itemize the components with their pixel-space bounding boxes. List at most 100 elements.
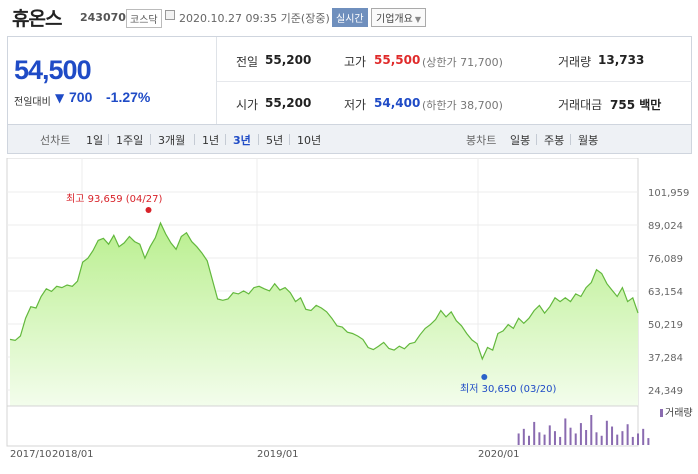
divider (258, 134, 259, 145)
line-chart-title: 선차트 (40, 134, 71, 147)
lower-limit: (하한가 38,700) (422, 99, 503, 112)
tab-monthly[interactable]: 월봉 (578, 134, 599, 147)
price-chart-svg: 101,959 89,024 76,089 63,154 50,219 37,284 24,… (6, 158, 693, 460)
tab-3m[interactable]: 3개월 (158, 134, 186, 147)
divider (194, 134, 195, 145)
high-value: 55,500 (374, 53, 421, 67)
volume-bar (637, 433, 639, 445)
y-tick-label: 101,959 (648, 188, 689, 199)
prev-close-label: 전일 (236, 55, 259, 69)
tab-1y[interactable]: 1년 (202, 134, 220, 147)
y-tick-label: 76,089 (648, 254, 683, 265)
divider (289, 134, 290, 145)
high-label: 고가 (344, 55, 367, 69)
y-tick-label: 63,154 (648, 287, 683, 298)
y-tick-label: 37,284 (648, 353, 683, 364)
summary-divider (217, 81, 692, 82)
max-marker (145, 207, 152, 213)
change-label: 전일대비 (14, 97, 51, 108)
volume-bar (590, 415, 593, 445)
change-percent: -1.27% (106, 89, 151, 105)
current-price: 54,500 (14, 55, 92, 85)
volume-bar (579, 423, 582, 445)
tab-1w[interactable]: 1주일 (116, 134, 144, 147)
stock-header: 휴온스 243070 코스닥 2020.10.27 09:35 기준(장중) 실… (0, 0, 698, 36)
tab-3y[interactable]: 3년 (233, 134, 251, 147)
volume-bar (626, 424, 629, 445)
amount-label: 거래대금 (558, 98, 603, 112)
down-arrow-icon: ▼ (55, 91, 65, 105)
upper-limit: (상한가 71,700) (422, 56, 503, 69)
divider (225, 134, 226, 145)
price-area (10, 223, 638, 406)
stock-code: 243070 (80, 11, 126, 24)
volume-bar (647, 438, 650, 445)
volume-legend-swatch (660, 409, 663, 417)
timestamp: 2020.10.27 09:35 기준(장중) (179, 12, 330, 25)
tab-10y[interactable]: 10년 (297, 134, 322, 147)
volume-bar (564, 418, 567, 445)
x-tick-label: 2019/01 (257, 449, 299, 460)
max-label: 최고 93,659 (04/27) (66, 193, 162, 205)
volume-label: 거래량 (558, 55, 592, 69)
live-badge: 실시간 (332, 8, 368, 27)
amount-value: 755 백만 (610, 98, 662, 112)
volume-bar (533, 421, 536, 445)
volume-bar (528, 435, 531, 445)
low-value: 54,400 (374, 96, 421, 110)
volume-bar (548, 425, 551, 445)
period-tabs: 선차트 1일 1주일 3개월 1년 3년 5년 10년 봉차트 일봉 주봉 월봉 (7, 124, 692, 154)
low-label: 저가 (344, 98, 367, 112)
min-marker (481, 374, 488, 380)
calendar-icon (165, 10, 175, 20)
divider (108, 134, 109, 145)
volume-bar (574, 433, 577, 445)
volume-frame (6, 405, 639, 447)
stock-name: 휴온스 (12, 8, 62, 30)
market-badge: 코스닥 (126, 9, 162, 28)
volume-bar (611, 426, 614, 445)
volume-value: 13,733 (598, 53, 645, 67)
divider (150, 134, 151, 145)
divider (536, 134, 537, 145)
volume-bar (522, 428, 525, 445)
x-axis-labels: 2017/10 2018/01 2019/01 2020/01 (10, 449, 520, 460)
volume-bar (600, 435, 603, 445)
corp-overview-dropdown[interactable]: 기업개요 ▼ (371, 8, 426, 27)
candle-chart-title: 봉차트 (466, 134, 497, 147)
y-tick-label: 24,349 (648, 386, 683, 397)
volume-bars (517, 415, 650, 445)
volume-bar (553, 431, 556, 445)
y-tick-label: 89,024 (648, 221, 683, 232)
y-axis-labels: 101,959 89,024 76,089 63,154 50,219 37,284 24,… (648, 188, 689, 397)
current-price-cell: 54,500 전일대비 ▼ 700 -1.27% (8, 37, 217, 125)
chevron-down-icon: ▼ (414, 15, 421, 24)
x-tick-label: 2017/10 (10, 449, 52, 460)
volume-bar (616, 434, 619, 445)
volume-legend: 거래량 (665, 407, 693, 419)
volume-bar (538, 432, 541, 445)
volume-bar (559, 436, 562, 445)
volume-bar (595, 432, 598, 445)
open-label: 시가 (236, 98, 259, 112)
y-tick-label: 50,219 (648, 320, 683, 331)
tab-daily[interactable]: 일봉 (510, 134, 531, 147)
tab-1d[interactable]: 1일 (86, 134, 104, 147)
volume-bar (585, 430, 588, 445)
volume-bar (569, 427, 572, 445)
x-tick-label: 2018/01 (52, 449, 94, 460)
prev-close-value: 55,200 (265, 53, 312, 67)
change-value: 700 (69, 89, 93, 105)
volume-bar (631, 436, 634, 445)
open-value: 55,200 (265, 96, 312, 110)
volume-bar (543, 434, 546, 445)
volume-bar (642, 428, 645, 445)
volume-bar (605, 420, 608, 445)
price-summary: 54,500 전일대비 ▼ 700 -1.27% 전일 55,200 고가 55… (7, 36, 692, 125)
corp-overview-label: 기업개요 (376, 14, 413, 25)
divider (570, 134, 571, 145)
min-label: 최저 30,650 (03/20) (460, 383, 556, 395)
tab-weekly[interactable]: 주봉 (544, 134, 565, 147)
tab-5y[interactable]: 5년 (266, 134, 284, 147)
price-chart: 101,959 89,024 76,089 63,154 50,219 37,284 24,… (0, 158, 698, 474)
